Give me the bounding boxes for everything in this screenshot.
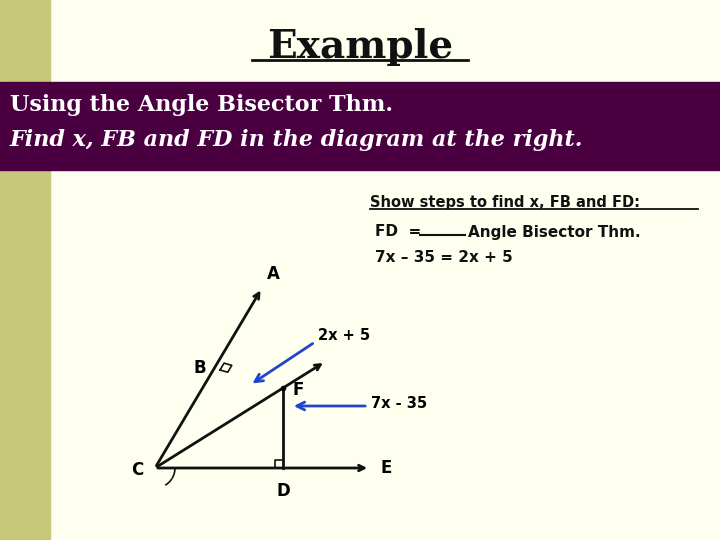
Text: C: C <box>131 461 143 479</box>
Text: 7x – 35 = 2x + 5: 7x – 35 = 2x + 5 <box>375 251 513 266</box>
Text: Find x, FB and FD in the diagram at the right.: Find x, FB and FD in the diagram at the … <box>10 129 583 151</box>
Bar <box>0 0 50 540</box>
Text: Show steps to find x, FB and FD:: Show steps to find x, FB and FD: <box>370 194 640 210</box>
Text: FD  =: FD = <box>375 225 421 240</box>
Text: Using the Angle Bisector Thm.: Using the Angle Bisector Thm. <box>10 94 393 116</box>
Text: D: D <box>276 482 290 500</box>
Text: Angle Bisector Thm.: Angle Bisector Thm. <box>468 225 641 240</box>
Text: 7x - 35: 7x - 35 <box>371 396 427 411</box>
Text: A: A <box>267 265 280 283</box>
Bar <box>0 82 720 170</box>
Text: B: B <box>194 359 206 377</box>
Text: E: E <box>380 459 392 477</box>
Text: 2x + 5: 2x + 5 <box>318 327 370 342</box>
Text: Example: Example <box>267 28 453 66</box>
Text: F: F <box>293 381 305 399</box>
